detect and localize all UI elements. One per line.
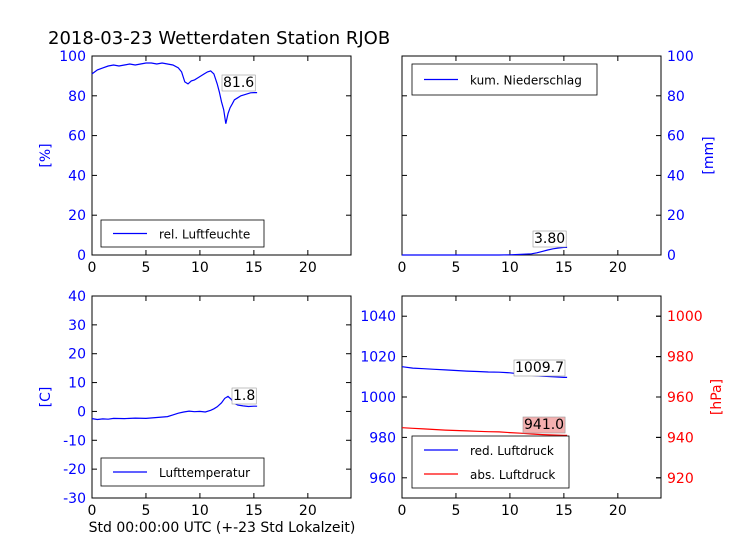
y-tick-label: 80: [667, 89, 685, 105]
y-tick-label: 20: [68, 347, 86, 363]
y-axis-label: [hPa]: [709, 379, 725, 415]
x-tick-label: 20: [609, 260, 627, 276]
y-right-tick-label: 1000: [667, 309, 703, 325]
x-tick-label: 5: [141, 260, 150, 276]
y-tick-label: 60: [667, 129, 685, 145]
x-tick-label: 15: [555, 260, 573, 276]
y-tick-label: 0: [77, 248, 86, 264]
y-tick-label: -10: [63, 433, 86, 449]
figure-title: 2018-03-23 Wetterdaten Station RJOB: [48, 28, 390, 49]
y-tick-label: 980: [369, 430, 396, 446]
value-annotation: 1.8: [233, 388, 255, 404]
panel-1: 0 5 10 15 20 0 20 40 60 80 100 [%] rel. Luftfeuchte 8…: [38, 49, 352, 276]
series-line: [402, 246, 568, 256]
x-tick-label: 5: [141, 503, 150, 519]
legend-label: rel. Luftfeuchte: [159, 228, 250, 242]
annotation-box: [231, 387, 257, 405]
panel-2: 0 5 10 15 20 0 20 40 60 80 100 [mm] kum. Niederschla…: [398, 49, 717, 276]
x-tick-label: 0: [88, 260, 97, 276]
series-line: [401, 366, 568, 378]
y-tick-label: 1020: [360, 350, 396, 366]
y-tick-label: 40: [68, 289, 86, 305]
y-tick-label: 20: [667, 208, 685, 224]
y-tick-label: 30: [68, 318, 86, 334]
panel-frame: [401, 55, 662, 256]
x-tick-label: 10: [501, 503, 519, 519]
x-tick-label: 20: [299, 260, 317, 276]
value-annotation: 81.6: [223, 75, 254, 91]
x-tick-label: 20: [609, 503, 627, 519]
y-tick-label: 40: [68, 168, 86, 184]
panel-4: 0 5 10 15 20 960 980 1000 1020 1040 920 940 960 980 10…: [360, 295, 725, 519]
y-tick-label: 60: [68, 129, 86, 145]
x-tick-label: 20: [299, 503, 317, 519]
y-tick-label: -20: [63, 462, 86, 478]
legend-label: red. Luftdruck: [470, 444, 554, 458]
value-annotation-right: 941.0: [524, 417, 564, 433]
series-line: [401, 427, 568, 436]
y-tick-label: 100: [59, 49, 86, 65]
y-tick-label: 20: [68, 208, 86, 224]
y-tick-label: -30: [63, 491, 86, 507]
y-tick-label: 960: [369, 471, 396, 487]
y-tick-label: 10: [68, 376, 86, 392]
y-tick-label: 1040: [360, 309, 396, 325]
y-tick-label: 40: [667, 168, 685, 184]
legend-label: Lufttemperatur: [159, 466, 250, 480]
legend-label: kum. Niederschlag: [470, 74, 582, 88]
annotation-box: [513, 359, 566, 377]
y-axis-label: [mm]: [701, 136, 717, 174]
value-annotation: 3.80: [534, 231, 565, 247]
y-right-tick-label: 960: [667, 390, 694, 406]
x-tick-label: 0: [398, 503, 407, 519]
x-tick-label: 5: [451, 260, 460, 276]
y-tick-label: 0: [77, 404, 86, 420]
x-tick-label: 15: [245, 260, 263, 276]
y-right-tick-label: 920: [667, 471, 694, 487]
x-tick-label: 15: [555, 503, 573, 519]
legend-label: abs. Luftdruck: [470, 468, 555, 482]
y-tick-label: 80: [68, 89, 86, 105]
x-tick-label: 0: [88, 503, 97, 519]
y-right-tick-label: 940: [667, 430, 694, 446]
x-tick-label: 5: [451, 503, 460, 519]
annotation-box-red: [522, 416, 566, 434]
y-tick-label: 1000: [360, 390, 396, 406]
y-axis-label: [C]: [38, 387, 54, 408]
y-tick-label: 0: [667, 248, 676, 264]
panel-frame: [91, 295, 352, 499]
figure-xlabel: Std 00:00:00 UTC (+-23 Std Lokalzeit): [89, 520, 356, 536]
series-line: [91, 62, 258, 124]
y-tick-label: 100: [667, 49, 694, 65]
x-tick-label: 10: [191, 260, 209, 276]
y-right-tick-label: 980: [667, 350, 694, 366]
x-tick-label: 0: [398, 260, 407, 276]
panel-3: 0 5 10 15 20 -30 -20 -10 0 10 20 30 40 [C] Lufttempera…: [38, 289, 352, 519]
y-axis-label: [%]: [38, 143, 54, 167]
x-tick-label: 15: [245, 503, 263, 519]
value-annotation: 1009.7: [515, 360, 564, 376]
panel-frame: [91, 55, 352, 256]
legend-box: [411, 435, 570, 489]
x-tick-label: 10: [501, 260, 519, 276]
x-tick-label: 10: [191, 503, 209, 519]
annotation-box: [221, 74, 256, 92]
annotation-box: [532, 230, 567, 248]
